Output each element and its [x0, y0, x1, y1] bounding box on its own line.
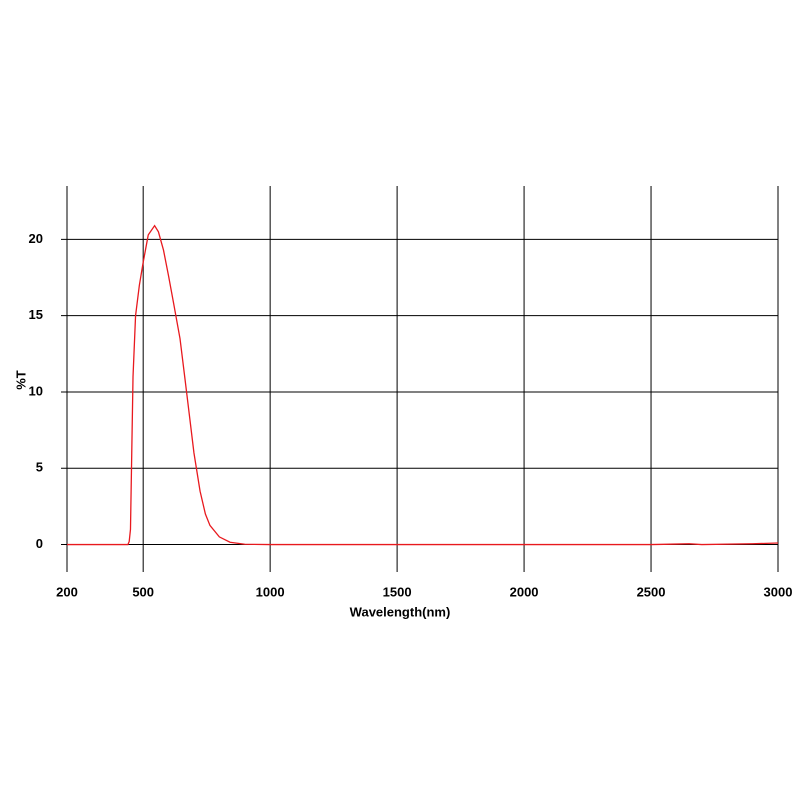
x-tick-label: 200 — [56, 584, 78, 599]
x-tick-label: 2000 — [510, 584, 539, 599]
y-tick-label: 20 — [29, 231, 43, 246]
y-tick-label: 0 — [36, 536, 43, 551]
data-line — [67, 224, 779, 546]
x-tick-label: 1000 — [256, 584, 285, 599]
y-tick-label: 5 — [36, 460, 43, 475]
x-tick-label: 3000 — [764, 584, 793, 599]
y-tick-label: 15 — [29, 307, 43, 322]
x-axis-label: Wavelength(nm) — [350, 604, 451, 619]
x-tick-label: 500 — [132, 584, 154, 599]
y-tick-label: 10 — [29, 383, 43, 398]
x-tick-label: 1500 — [383, 584, 412, 599]
x-tick-label: 2500 — [637, 584, 666, 599]
y-axis-label: %T — [13, 370, 28, 390]
